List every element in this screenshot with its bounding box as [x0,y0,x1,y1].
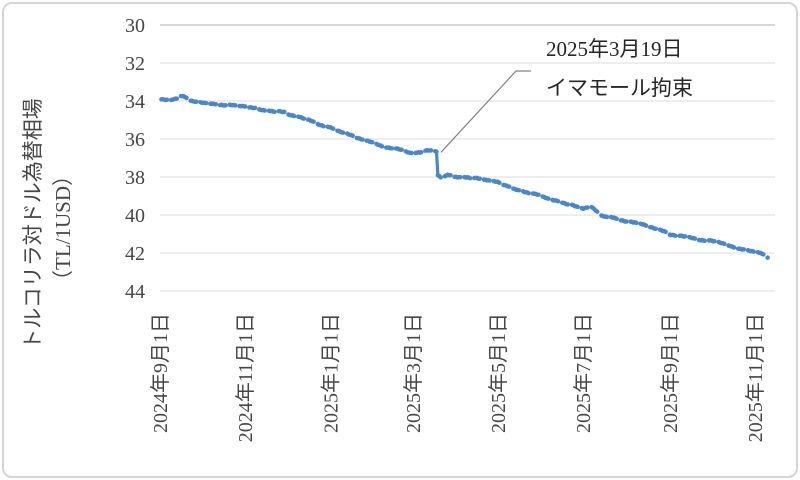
y-tick-label: 40 [125,205,145,227]
series-marker [546,196,551,201]
series-marker [434,149,439,155]
series-marker [614,216,619,222]
series-line [159,94,765,256]
event-annotation: 2025年3月19日 イマモール拘束 [546,30,693,108]
series-marker [291,113,297,119]
y-tick-label: 34 [125,91,145,113]
series-marker [213,102,219,107]
series-marker [321,124,326,129]
series-marker [712,238,717,244]
x-axis-tick-labels: 2024年9月1日 2024年11月1日 2025年1月1日 2025年3月1日 202… [149,313,767,442]
series-marker [438,175,443,180]
series-marker [663,229,668,235]
series-marker [765,255,770,260]
series-marker [350,133,355,139]
x-tick-label: 2024年11月1日 [234,313,257,442]
series-marker [272,109,277,115]
series-marker [194,99,199,104]
series-marker [223,103,228,108]
series-marker [164,97,170,103]
series-marker [458,174,463,180]
series-marker [506,184,512,189]
series-marker [575,204,580,210]
series-marker [282,109,287,115]
x-tick-label: 2025年1月1日 [319,313,342,433]
series-marker [722,241,727,247]
series-marker [252,105,258,111]
x-tick-label: 2025年7月1日 [572,313,595,433]
series-marker [673,233,678,238]
series-marker [565,202,571,207]
x-tick-label: 2025年9月1日 [659,313,682,433]
series-marker [643,223,649,228]
series-marker [233,103,238,108]
x-tick-label: 2025年3月1日 [402,313,425,433]
series-marker [330,126,336,131]
series-marker [174,96,180,101]
series-marker [555,199,561,204]
series-marker [389,146,395,151]
series-marker [379,144,385,149]
y-axis-tick-labels: 30 32 34 36 38 40 42 44 [125,15,145,303]
series-marker [526,191,531,196]
series-marker [301,116,307,121]
series-marker [311,119,316,124]
y-tick-label: 38 [125,167,145,189]
series-marker [731,245,737,250]
series-marker [624,219,629,224]
y-tick-label: 32 [125,53,145,75]
series-marker [487,178,492,183]
series-marker [477,176,483,181]
series-marker [428,148,434,153]
annotation-date-line: 2025年3月19日 [546,37,683,61]
series-marker [702,238,707,244]
series-marker [184,95,189,101]
series-marker [409,150,414,156]
x-tick-label: 2025年11月1日 [744,313,767,442]
annotation-event-line: イマモール拘束 [546,76,693,100]
y-tick-label: 30 [125,15,145,37]
y-tick-label: 42 [125,243,145,265]
series-marker [497,180,502,186]
series-marker [448,172,453,178]
series-marker [682,234,688,239]
series-marker [585,205,590,210]
series-marker [262,108,268,113]
annotation-leader-line [440,70,531,153]
series-marker [467,175,473,181]
data-series-tl-usd [159,93,770,260]
series-marker [360,137,365,142]
series-marker [594,209,600,214]
series-marker [604,214,610,220]
series-marker [370,139,375,145]
y-axis-title-line2: （TL/1USD） [51,165,75,291]
series-marker [399,147,404,152]
series-marker [761,252,766,257]
y-axis-title-line1: トルコリラ対ドル為替相場 [21,98,45,350]
series-marker [692,236,698,241]
y-tick-label: 44 [125,281,145,303]
x-tick-label: 2025年5月1日 [487,313,510,433]
series-marker [340,130,346,135]
series-marker [741,247,747,252]
series-marker [203,100,209,106]
x-tick-label: 2024年9月1日 [149,313,172,433]
series-marker [536,192,541,197]
series-marker [751,249,756,254]
series-marker [653,226,659,231]
y-axis-title: トルコリラ対ドル為替相場 （TL/1USD） [21,98,75,350]
series-marker [516,187,522,193]
series-marker [634,220,639,226]
series-marker [418,150,424,155]
y-tick-label: 36 [125,129,145,151]
series-marker [242,104,248,109]
